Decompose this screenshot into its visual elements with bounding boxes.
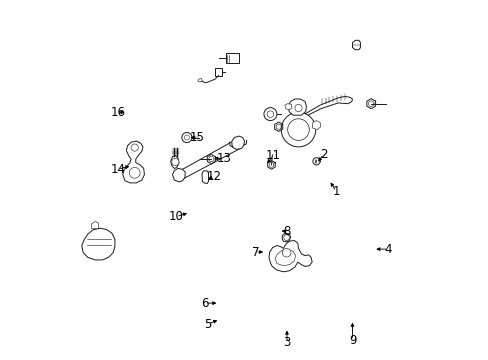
Polygon shape bbox=[91, 221, 99, 229]
Text: 9: 9 bbox=[348, 334, 356, 347]
Polygon shape bbox=[231, 136, 244, 149]
Polygon shape bbox=[282, 233, 290, 242]
Circle shape bbox=[282, 248, 290, 257]
Circle shape bbox=[264, 108, 276, 121]
Polygon shape bbox=[284, 114, 313, 142]
Text: 1: 1 bbox=[332, 185, 339, 198]
Text: 16: 16 bbox=[110, 106, 125, 119]
Circle shape bbox=[283, 235, 289, 240]
Circle shape bbox=[129, 167, 140, 178]
Circle shape bbox=[281, 112, 315, 147]
Text: 12: 12 bbox=[206, 170, 221, 183]
Bar bbox=[225, 53, 239, 63]
Text: 13: 13 bbox=[216, 152, 231, 165]
Polygon shape bbox=[81, 228, 115, 260]
Text: 7: 7 bbox=[251, 246, 259, 258]
Text: 6: 6 bbox=[201, 297, 208, 310]
Circle shape bbox=[171, 158, 179, 166]
Bar bbox=[215, 68, 222, 76]
Circle shape bbox=[184, 135, 189, 140]
Polygon shape bbox=[170, 156, 179, 168]
Text: 4: 4 bbox=[384, 243, 391, 256]
Polygon shape bbox=[284, 104, 291, 110]
Polygon shape bbox=[275, 249, 295, 266]
Polygon shape bbox=[172, 168, 185, 182]
Text: 2: 2 bbox=[319, 148, 327, 161]
Polygon shape bbox=[268, 240, 311, 272]
Text: 3: 3 bbox=[283, 336, 290, 349]
Polygon shape bbox=[352, 40, 360, 50]
Text: 5: 5 bbox=[203, 318, 211, 330]
Polygon shape bbox=[122, 141, 144, 183]
Text: 15: 15 bbox=[189, 131, 204, 144]
Circle shape bbox=[266, 111, 273, 117]
Text: 10: 10 bbox=[168, 210, 183, 223]
Circle shape bbox=[287, 119, 309, 140]
Circle shape bbox=[131, 144, 138, 151]
Polygon shape bbox=[202, 171, 208, 184]
Text: 8: 8 bbox=[283, 225, 290, 238]
Polygon shape bbox=[296, 96, 352, 118]
Text: 11: 11 bbox=[265, 149, 280, 162]
Polygon shape bbox=[288, 99, 306, 115]
Polygon shape bbox=[197, 78, 202, 82]
Text: 14: 14 bbox=[110, 163, 125, 176]
Circle shape bbox=[182, 132, 192, 143]
Circle shape bbox=[294, 104, 302, 112]
Polygon shape bbox=[311, 121, 320, 130]
